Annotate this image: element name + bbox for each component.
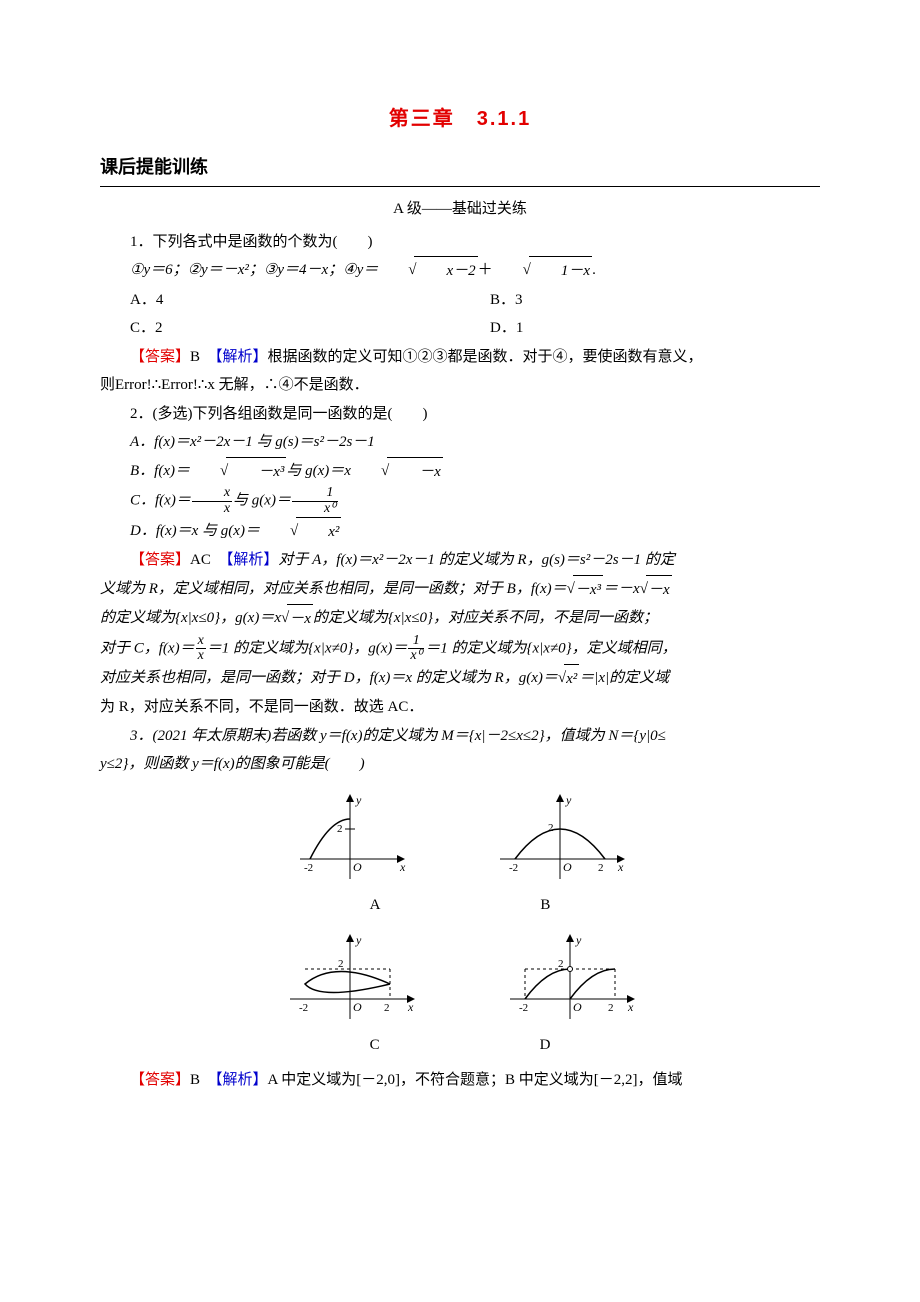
sqrt-icon: √－x [640,575,672,605]
q1-rad1: x－2 [414,256,477,286]
svg-text:2: 2 [337,823,343,835]
sqrt-icon: √－x³ [190,457,286,487]
answer-label: 【答案】 [130,1072,190,1088]
svg-text:-2: -2 [519,1002,528,1014]
graph-c: y x 2 -2 2 O [280,929,420,1029]
q2-optB: B．f(x)＝√－x³与 g(x)＝x√－x [100,457,820,487]
graph-label-b: B [540,891,550,920]
svg-text:O: O [353,1000,362,1014]
fraction: 1x⁰ [292,486,338,516]
q2-ana-2: 义域为 R，定义域相同，对应关系也相同，是同一函数；对于 B，f(x)＝√－x³… [100,575,820,605]
svg-text:y: y [575,933,582,947]
q2-optD: D．f(x)＝x 与 g(x)＝√x² [100,517,820,547]
q1-plus: ＋ [478,262,493,278]
sqrt-icon: √x² [558,664,579,694]
graph-label-d: D [540,1031,551,1060]
svg-text:2: 2 [608,1002,614,1014]
svg-text:x: x [399,860,406,874]
svg-text:x: x [407,1000,414,1014]
graph-a: y x 2 -2 O [290,789,410,889]
sqrt-icon: √x－2 [378,256,477,286]
svg-text:2: 2 [598,862,604,874]
level-heading: A 级——基础过关练 [100,195,820,224]
q2-optA: A．f(x)＝x²－2x－1 与 g(s)＝s²－2s－1 [100,428,820,457]
q1-expressions: ①y＝6；②y＝－x²；③y＝4－x；④y＝√x－2＋√1－x. [100,256,820,286]
svg-text:x: x [617,860,624,874]
sqrt-icon: √－x³ [567,575,603,605]
svg-text:-2: -2 [509,862,518,874]
svg-text:O: O [573,1000,582,1014]
graph-d: y x 2 -2 2 O [500,929,640,1029]
graph-row-cd: y x 2 -2 2 O y x 2 -2 2 O [100,929,820,1029]
sqrt-icon: √－x [281,604,313,634]
q2-answer: AC [190,552,226,568]
q1-optA: A．4 [100,286,460,315]
svg-text:2: 2 [338,958,344,970]
q1-analysis-2: 则Error!∴Error!∴x 无解，∴④不是函数． [100,371,820,400]
svg-text:y: y [355,793,362,807]
analysis-label: 【解析】 [226,552,279,568]
fraction: xx [196,634,206,664]
q3-stem-1: 3．(2021 年太原期末)若函数 y＝f(x)的定义域为 M＝{x|－2≤x≤… [100,722,820,751]
q2-ana-1: 对于 A，f(x)＝x²－2x－1 的定义域为 R，g(s)＝s²－2s－1 的… [278,552,674,568]
q2-ana-6: 为 R，对应关系不同，不是同一函数．故选 AC． [100,693,820,722]
answer-label: 【答案】 [130,349,190,365]
q3-answer: B [190,1072,215,1088]
svg-text:2: 2 [384,1002,390,1014]
q2-optC: C．f(x)＝xx与 g(x)＝1x⁰ [100,486,820,516]
q3-stem-2: y≤2}，则函数 y＝f(x)的图象可能是( ) [100,750,820,779]
svg-text:-2: -2 [304,862,313,874]
q1-answer-line: 【答案】B 【解析】根据函数的定义可知①②③都是函数．对于④，要使函数有意义， [100,343,820,372]
fraction: xx [192,486,232,516]
svg-text:2: 2 [548,822,554,834]
q1-answer: B [190,349,215,365]
chapter-title: 第三章 3.1.1 [100,100,820,138]
q1-options-row1: A．4 B．3 [100,286,820,315]
svg-text:y: y [355,933,362,947]
graph-label-c: C [370,1031,380,1060]
sqrt-icon: √1－x [493,256,592,286]
q3-analysis: A 中定义域为[－2,0]，不符合题意；B 中定义域为[－2,2]，值域 [268,1072,683,1088]
q3-answer-line: 【答案】B 【解析】A 中定义域为[－2,0]，不符合题意；B 中定义域为[－2… [100,1066,820,1095]
sqrt-icon: √x² [260,517,341,547]
svg-text:O: O [353,860,362,874]
q2-answer-line: 【答案】AC 【解析】对于 A，f(x)＝x²－2x－1 的定义域为 R，g(s… [100,546,820,575]
q1-stem: 1．下列各式中是函数的个数为( ) [100,228,820,257]
section-heading: 课后提能训练 [100,150,820,187]
q1-tail: . [592,262,596,278]
q2-ana-4: 对于 C，f(x)＝xx＝1 的定义域为{x|x≠0}，g(x)＝1x⁰＝1 的… [100,634,820,664]
fraction: 1x⁰ [408,634,424,664]
analysis-label: 【解析】 [215,1072,268,1088]
q1-rad2: 1－x [529,256,592,286]
svg-text:y: y [565,793,572,807]
q1-optC: C．2 [100,314,460,343]
q1-options-row2: C．2 D．1 [100,314,820,343]
q2-ana-5: 对应关系也相同，是同一函数；对于 D，f(x)＝x 的定义域为 R，g(x)＝√… [100,664,820,694]
svg-text:2: 2 [558,958,564,970]
svg-text:-2: -2 [299,1002,308,1014]
graph-row-ab: y x 2 -2 O y x 2 -2 2 O [100,789,820,889]
graph-labels-cd: C D [100,1031,820,1060]
graph-b: y x 2 -2 2 O [490,789,630,889]
q1-expr-lead: ①y＝6；②y＝－x²；③y＝4－x；④y＝ [130,262,378,278]
answer-label: 【答案】 [130,552,190,568]
q1-optD: D．1 [460,314,820,343]
q1-optB: B．3 [460,286,820,315]
graph-label-a: A [370,891,381,920]
graph-labels-ab: A B [100,891,820,920]
q2-stem: 2．(多选)下列各组函数是同一函数的是( ) [100,400,820,429]
analysis-label: 【解析】 [215,349,268,365]
q1-analysis-1: 根据函数的定义可知①②③都是函数．对于④，要使函数有意义， [268,349,703,365]
svg-text:O: O [563,860,572,874]
q2-ana-3: 的定义域为{x|x≤0}，g(x)＝x√－x的定义域为{x|x≤0}，对应关系不… [100,604,820,634]
svg-text:x: x [627,1000,634,1014]
sqrt-icon: √－x [351,457,443,487]
